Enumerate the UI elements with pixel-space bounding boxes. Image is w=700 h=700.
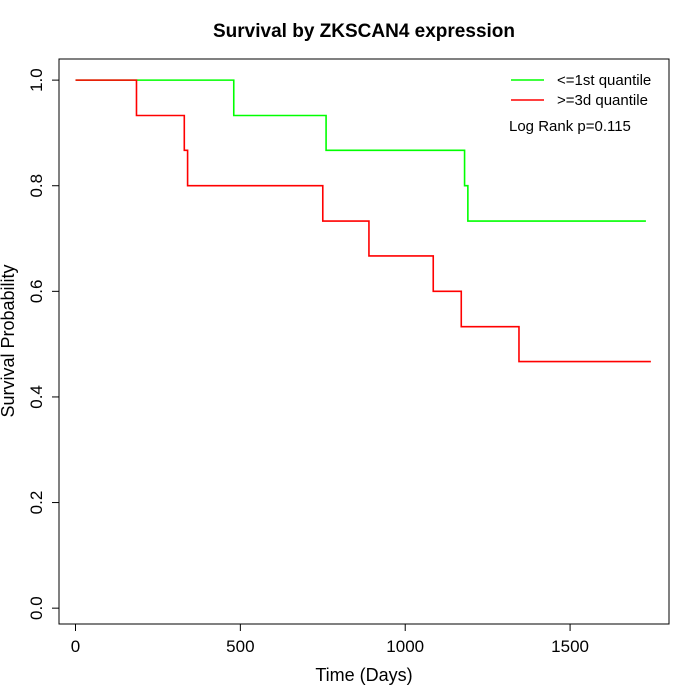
survival-curve-series-2 bbox=[75, 79, 651, 363]
plot-frame bbox=[58, 58, 670, 625]
y-tick-label: 0.8 bbox=[27, 174, 46, 198]
x-axis: 0 500 1000 1500 bbox=[71, 623, 589, 656]
y-axis: 0.0 0.2 0.4 0.6 0.8 1.0 bbox=[27, 68, 59, 620]
y-tick-label: 0.6 bbox=[27, 280, 46, 304]
x-tick-label: 0 bbox=[71, 637, 80, 656]
y-tick-label: 0.4 bbox=[27, 385, 46, 409]
x-tick-label: 1500 bbox=[551, 637, 589, 656]
y-tick-label: 1.0 bbox=[27, 68, 46, 92]
y-tick-label: 0.2 bbox=[27, 491, 46, 515]
x-tick-label: 500 bbox=[226, 637, 254, 656]
series-group bbox=[75, 79, 651, 363]
y-tick-label: 0.0 bbox=[27, 596, 46, 620]
y-axis-label: Survival Probability bbox=[0, 264, 18, 417]
survival-curve-series-1 bbox=[75, 79, 646, 222]
legend-label: <=1st quantile bbox=[557, 72, 651, 89]
legend: <=1st quantile >=3d quantile bbox=[511, 72, 651, 109]
chart-title: Survival by ZKSCAN4 expression bbox=[213, 21, 515, 42]
x-tick-label: 1000 bbox=[386, 637, 424, 656]
legend-label: >=3d quantile bbox=[557, 92, 648, 109]
x-axis-label: Time (Days) bbox=[315, 665, 412, 685]
log-rank-annotation: Log Rank p=0.115 bbox=[509, 118, 631, 135]
